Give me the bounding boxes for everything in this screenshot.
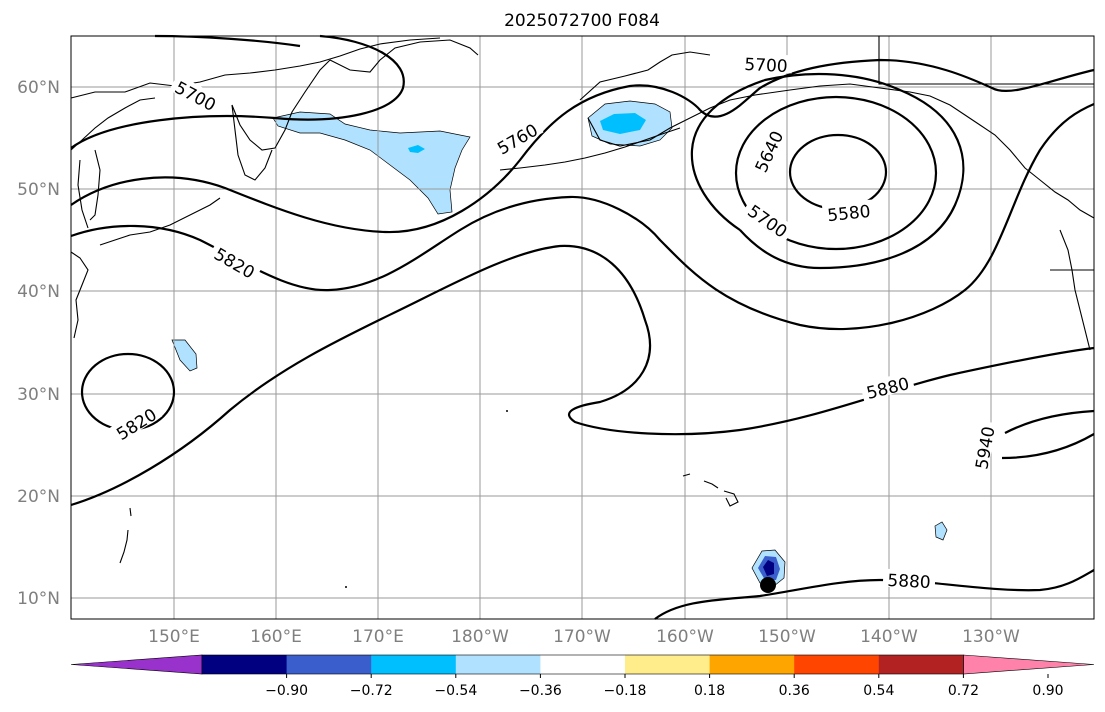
colorbar-band <box>455 655 541 674</box>
colorbar-tick-label: −0.36 <box>519 683 562 699</box>
coast-sakhalin-2 <box>77 159 89 229</box>
colorbar: −0.90 −0.72 −0.54 −0.36 −0.18 0.18 0.36 0.54 0.7… <box>70 654 1095 699</box>
coast-chukotka <box>329 39 479 73</box>
contour-label: 5880 <box>887 571 931 593</box>
colorbar-band <box>794 655 880 674</box>
lat-label: 20°N <box>17 487 60 507</box>
coast-sakhalin <box>89 149 101 221</box>
shade-storm-core <box>763 560 774 576</box>
contour-5640 <box>734 95 938 251</box>
coast-kamchatka-e <box>231 104 273 181</box>
coast-alaska-w <box>579 51 711 101</box>
coast-hawaii <box>682 473 739 507</box>
coast-nw-america <box>1059 229 1091 351</box>
colorbar-band <box>878 655 964 674</box>
lat-label: 30°N <box>17 385 60 405</box>
colorbar-tick-label: −0.18 <box>604 683 647 699</box>
colorbar-band <box>286 655 372 674</box>
coast-aleutians <box>499 127 681 171</box>
shade-small-east <box>934 521 948 541</box>
longitude-labels: 150°E 160°E 170°E 180°W 170°W 160°W 150°… <box>148 627 1020 647</box>
colorbar-tick-label: 0.54 <box>863 683 894 699</box>
colorbar-extend-high <box>963 654 1095 675</box>
lat-label: 40°N <box>17 282 60 302</box>
colorbar-band <box>371 655 457 674</box>
coast-alaska-s <box>587 83 1095 219</box>
colorbar-band <box>540 655 626 674</box>
colorbar-band <box>625 655 711 674</box>
colorbar-tick-label: −0.54 <box>434 683 477 699</box>
lon-label: 150°E <box>148 627 200 647</box>
contour-label: 5580 <box>826 202 871 226</box>
contour-label: 5700 <box>744 55 788 77</box>
contour-5940-b <box>1001 433 1095 460</box>
contour-5880-s <box>654 569 1095 620</box>
colorbar-extend-low <box>70 654 203 675</box>
border-canada <box>878 36 1094 85</box>
contour-5820 <box>70 102 1095 331</box>
shade-small-west <box>171 339 198 372</box>
colorbar-tick-label: 0.72 <box>948 683 979 699</box>
lat-label: 50°N <box>17 180 60 200</box>
colorbar-tick-label: 0.90 <box>1032 683 1063 699</box>
coast-kamchatka <box>231 59 331 151</box>
storm-center-dot <box>760 577 776 593</box>
colorbar-tick-label: −0.90 <box>265 683 308 699</box>
colorbar-band <box>709 655 795 674</box>
coastlines <box>70 36 1095 588</box>
contour-5700-nw <box>70 34 405 149</box>
colorbar-tick-label: 0.36 <box>779 683 810 699</box>
coast-japan <box>70 251 89 339</box>
lat-label: 10°N <box>17 589 60 609</box>
lon-label: 180°W <box>451 627 509 647</box>
lon-label: 150°W <box>758 627 816 647</box>
contour-5940 <box>1004 409 1095 434</box>
coast-marianas <box>119 507 132 564</box>
colorbar-tick-label: −0.72 <box>350 683 393 699</box>
graticule <box>71 36 1094 619</box>
lon-label: 170°W <box>553 627 611 647</box>
latitude-labels: 60°N 50°N 40°N 30°N 20°N 10°N <box>17 78 60 609</box>
lat-label: 60°N <box>17 78 60 98</box>
map-frame <box>70 35 1095 620</box>
lon-label: 160°W <box>656 627 714 647</box>
shade-alaska-core <box>600 113 646 134</box>
lon-label: 130°W <box>962 627 1020 647</box>
colorbar-band <box>202 655 288 674</box>
coast-okhotsk <box>70 97 156 151</box>
lon-label: 140°W <box>860 627 918 647</box>
figure-title: 2025072700 F084 <box>504 11 660 31</box>
lon-label: 170°E <box>352 627 404 647</box>
contour-5760 <box>70 58 1095 234</box>
colorbar-tick-label: 0.18 <box>694 683 725 699</box>
lon-label: 160°E <box>250 627 302 647</box>
shade-bering-core <box>408 145 425 153</box>
colorbar-outline <box>201 654 964 675</box>
contour-5700-ak <box>690 72 965 270</box>
